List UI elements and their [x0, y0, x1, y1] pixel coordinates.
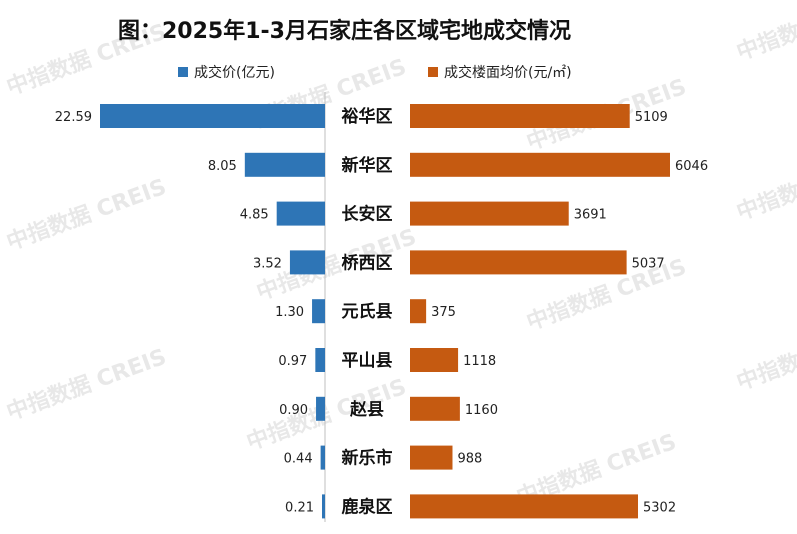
bar-price [289, 250, 325, 275]
bar-price [276, 201, 325, 226]
watermark-layer: 中指数据 CREIS 中指数据 CREIS 中指数据 CREIS 中指数据 CREIS… [3, 0, 797, 511]
data-label-unit-price: 375 [431, 305, 456, 320]
legend-swatch-unit-price [428, 67, 438, 77]
bar-unit-price [410, 250, 627, 275]
bar-unit-price [410, 201, 569, 226]
watermark-text: 中指数据 CREIS [3, 344, 170, 426]
data-label-unit-price: 5109 [635, 110, 668, 125]
watermark-text: 中指数据 CREIS [733, 314, 797, 396]
category-label: 长安区 [342, 204, 393, 225]
data-label-unit-price: 3691 [574, 208, 607, 223]
bar-price [320, 445, 325, 470]
data-label-unit-price: 6046 [675, 159, 708, 174]
bar-price [315, 348, 325, 372]
data-label-unit-price: 1160 [465, 403, 498, 418]
bar-price [322, 494, 325, 519]
category-label: 鹿泉区 [342, 496, 393, 517]
category-label: 赵县 [349, 399, 384, 420]
bar-unit-price [410, 299, 427, 324]
data-label-price: 1.30 [275, 305, 304, 320]
watermark-text: 中指数据 CREIS [733, 144, 797, 226]
chart-title: 图：2025年1-3月石家庄各区域宅地成交情况 [118, 18, 571, 44]
bar-unit-price [410, 494, 639, 519]
legend-swatch-price [178, 67, 188, 77]
watermark-text: 中指数据 CREIS [3, 174, 170, 256]
bar-unit-price [410, 348, 459, 372]
category-label: 裕华区 [342, 106, 393, 127]
data-label-unit-price: 988 [457, 452, 482, 467]
legend-label-unit-price: 成交楼面均价(元/㎡) [444, 64, 572, 81]
bar-price [244, 152, 325, 177]
data-label-price: 3.52 [253, 256, 282, 271]
bar-unit-price [410, 396, 460, 421]
category-label: 新华区 [342, 155, 393, 176]
category-label: 新乐市 [342, 448, 393, 469]
data-label-unit-price: 5302 [643, 500, 676, 515]
legend-label-price: 成交价(亿元) [194, 64, 275, 81]
category-label: 平山县 [342, 351, 393, 371]
data-label-price: 22.59 [55, 110, 92, 125]
watermark-text: 中指数据 CREIS [733, 0, 797, 66]
category-label: 桥西区 [342, 253, 393, 273]
bar-price [316, 396, 325, 421]
data-label-price: 4.85 [240, 208, 269, 223]
bar-unit-price [410, 445, 453, 470]
bar-price [100, 104, 325, 128]
bar-unit-price [410, 152, 670, 177]
data-label-price: 0.44 [284, 452, 313, 467]
data-label-unit-price: 1118 [463, 354, 496, 369]
bars-layer: 22.59 裕华区 5109 8.05 新华区 6046 4.85 长安区 3691 3.52 桥西… [55, 104, 708, 519]
bar-unit-price [410, 104, 630, 128]
category-label: 元氏县 [342, 302, 393, 322]
data-label-price: 8.05 [208, 159, 237, 174]
bar-price [312, 299, 325, 324]
watermark-text: 中指数据 CREIS [243, 374, 410, 456]
data-label-unit-price: 5037 [632, 256, 665, 271]
data-label-price: 0.97 [278, 354, 307, 369]
legend: 成交价(亿元) 成交楼面均价(元/㎡) [178, 64, 572, 81]
data-label-price: 0.90 [279, 403, 308, 418]
data-label-price: 0.21 [285, 500, 314, 515]
